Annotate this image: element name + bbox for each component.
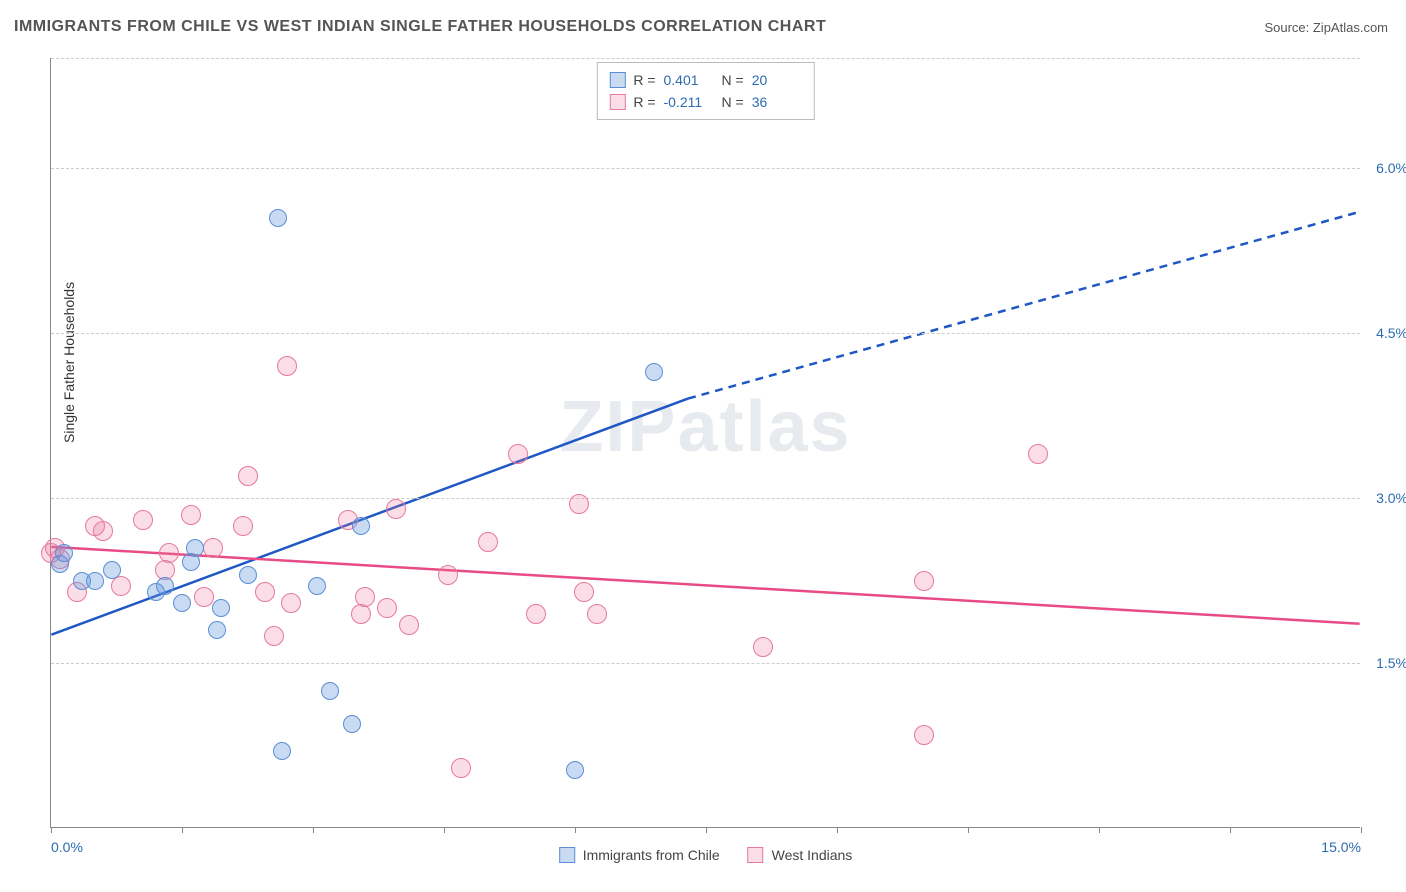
- x-tick-label: 15.0%: [1321, 839, 1361, 855]
- legend-swatch: [559, 847, 575, 863]
- data-point: [103, 561, 121, 579]
- series-legend: Immigrants from Chile West Indians: [559, 847, 853, 863]
- x-tick: [444, 827, 445, 833]
- data-point: [1028, 444, 1048, 464]
- data-point: [377, 598, 397, 618]
- data-point: [574, 582, 594, 602]
- data-point: [321, 682, 339, 700]
- watermark: ZIPatlas: [559, 386, 851, 468]
- data-point: [914, 571, 934, 591]
- y-tick-label: 4.5%: [1376, 325, 1406, 341]
- data-point: [269, 209, 287, 227]
- data-point: [239, 566, 257, 584]
- legend-item: Immigrants from Chile: [559, 847, 720, 863]
- data-point: [93, 521, 113, 541]
- x-tick: [968, 827, 969, 833]
- data-point: [159, 543, 179, 563]
- legend-row: R =0.401N =20: [609, 69, 801, 91]
- data-point: [569, 494, 589, 514]
- legend-row: R =-0.211N =36: [609, 91, 801, 113]
- data-point: [133, 510, 153, 530]
- x-tick: [706, 827, 707, 833]
- data-point: [264, 626, 284, 646]
- legend-item: West Indians: [748, 847, 853, 863]
- data-point: [156, 577, 174, 595]
- data-point: [566, 761, 584, 779]
- gridline: [51, 168, 1360, 169]
- y-tick-label: 6.0%: [1376, 160, 1406, 176]
- data-point: [352, 517, 370, 535]
- data-point: [753, 637, 773, 657]
- trend-lines: [51, 58, 1360, 827]
- data-point: [203, 538, 223, 558]
- data-point: [451, 758, 471, 778]
- x-tick: [1099, 827, 1100, 833]
- data-point: [508, 444, 528, 464]
- chart-title: IMMIGRANTS FROM CHILE VS WEST INDIAN SIN…: [14, 18, 826, 36]
- gridline: [51, 58, 1360, 59]
- data-point: [277, 356, 297, 376]
- data-point: [86, 572, 104, 590]
- data-point: [355, 587, 375, 607]
- data-point: [587, 604, 607, 624]
- data-point: [186, 539, 204, 557]
- x-tick: [182, 827, 183, 833]
- x-tick: [1230, 827, 1231, 833]
- plot-area: Single Father Households ZIPatlas R =0.4…: [50, 58, 1360, 828]
- data-point: [343, 715, 361, 733]
- y-tick-label: 1.5%: [1376, 655, 1406, 671]
- y-axis-label: Single Father Households: [61, 281, 77, 442]
- data-point: [645, 363, 663, 381]
- data-point: [438, 565, 458, 585]
- data-point: [526, 604, 546, 624]
- data-point: [238, 466, 258, 486]
- y-tick-label: 3.0%: [1376, 490, 1406, 506]
- x-tick: [51, 827, 52, 833]
- correlation-chart: IMMIGRANTS FROM CHILE VS WEST INDIAN SIN…: [0, 0, 1406, 892]
- x-tick: [575, 827, 576, 833]
- data-point: [308, 577, 326, 595]
- gridline: [51, 663, 1360, 664]
- data-point: [111, 576, 131, 596]
- legend-swatch: [609, 94, 625, 110]
- data-point: [173, 594, 191, 612]
- source-label: Source: ZipAtlas.com: [1264, 20, 1388, 35]
- data-point: [478, 532, 498, 552]
- x-tick-label: 0.0%: [51, 839, 83, 855]
- data-point: [273, 742, 291, 760]
- data-point: [233, 516, 253, 536]
- data-point: [55, 544, 73, 562]
- data-point: [194, 587, 214, 607]
- legend-swatch: [748, 847, 764, 863]
- data-point: [181, 505, 201, 525]
- gridline: [51, 498, 1360, 499]
- gridline: [51, 333, 1360, 334]
- data-point: [255, 582, 275, 602]
- data-point: [281, 593, 301, 613]
- data-point: [212, 599, 230, 617]
- legend-swatch: [609, 72, 625, 88]
- x-tick: [837, 827, 838, 833]
- data-point: [914, 725, 934, 745]
- data-point: [208, 621, 226, 639]
- data-point: [399, 615, 419, 635]
- data-point: [386, 499, 406, 519]
- x-tick: [313, 827, 314, 833]
- correlation-legend: R =0.401N =20R =-0.211N =36: [596, 62, 814, 120]
- x-tick: [1361, 827, 1362, 833]
